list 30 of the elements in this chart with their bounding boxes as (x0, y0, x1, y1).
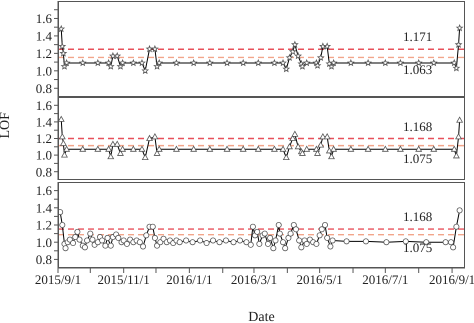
annotation: 1.171 (403, 29, 432, 44)
y-tick-label: 0.8 (36, 80, 52, 96)
x-axis-title: Date (248, 310, 275, 323)
y-tick-label: 0.8 (36, 164, 52, 180)
x-tick-label: 2016/1/1 (166, 272, 212, 288)
x-tick-label: 2015/9/1 (34, 272, 82, 288)
annotation: 1.168 (403, 118, 432, 134)
x-tick-label: 2016/3/1 (230, 272, 278, 288)
y-tick-label: 1.0 (36, 234, 52, 250)
y-tick-label: 1.6 (36, 98, 52, 113)
annotation: 1.168 (403, 209, 432, 224)
x-tick-label: 2016/7/1 (362, 272, 408, 288)
y-tick-label: 1.2 (36, 218, 52, 233)
annotation: 1.075 (403, 150, 432, 166)
x-tick-label: 2015/11/1 (98, 272, 150, 288)
annotation: 1.063 (403, 62, 432, 78)
y-tick-label: 1.2 (36, 46, 52, 61)
x-tick-label: 2016/5/1 (296, 272, 343, 288)
x-tick-label: 2016/9/1 (428, 272, 474, 288)
annotation: 1.075 (403, 240, 432, 255)
y-tick-label: 1.2 (36, 131, 52, 146)
y-tick-label: 0.8 (36, 252, 52, 268)
y-tick-label: 1.0 (36, 148, 52, 163)
y-tick-label: 1.6 (36, 11, 52, 26)
y-tick-label: 1.6 (36, 183, 52, 198)
y-tick-label: 1.0 (36, 63, 52, 78)
y-tick-label: 1.4 (36, 114, 52, 130)
y-tick-label: 1.4 (36, 200, 52, 216)
y-axis-title: LOF (0, 112, 13, 138)
y-tick-label: 1.4 (36, 28, 52, 44)
